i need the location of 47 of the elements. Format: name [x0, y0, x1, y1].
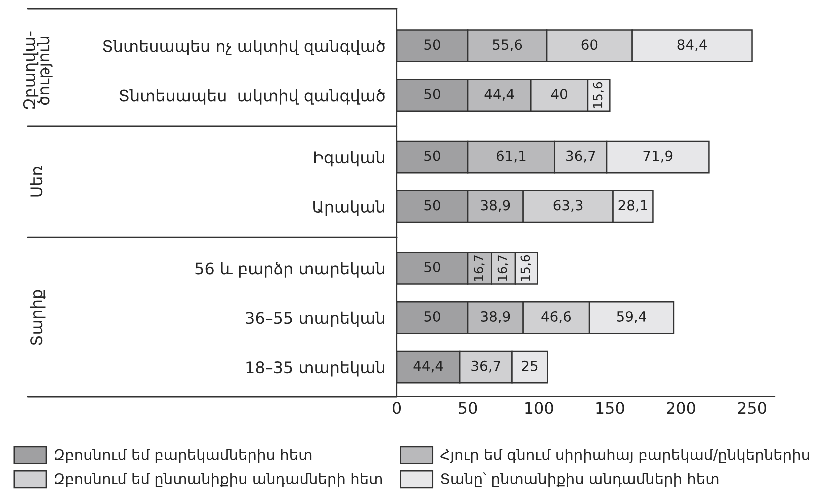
y-tick-label: 18–35 տարեկան: [246, 361, 384, 377]
text: Զբաղվա- ծություն: [23, 32, 53, 110]
x-tick-label: 0: [392, 402, 402, 414]
data-label: 50: [424, 150, 440, 162]
data-label: 59,4: [617, 311, 646, 324]
data-label: 50: [424, 200, 440, 211]
data-label: 50: [424, 262, 440, 273]
data-label: 38,9: [481, 311, 510, 324]
data-label: 36,7: [566, 150, 596, 163]
x-tick-label: 100: [526, 402, 554, 414]
data-label: 15,6: [593, 82, 604, 108]
data-label: 38,9: [481, 200, 510, 212]
x-tick-label: 200: [667, 402, 696, 414]
x-tick-label: 150: [596, 402, 624, 414]
data-label: 16,7: [498, 256, 509, 282]
y-tick-label: Տնտեսապես ոչ ակտիվ զանգված: [103, 40, 385, 56]
data-label: 55,6: [493, 40, 522, 52]
data-label: 36,7: [472, 360, 500, 373]
data-label: 44,4: [484, 89, 514, 101]
data-label: 25: [522, 360, 538, 372]
y-tick-label: Իգական: [314, 151, 384, 167]
data-label: 46,6: [542, 311, 572, 324]
data-label: 50: [424, 89, 440, 100]
data-label: 15,6: [520, 255, 532, 282]
data-label: 50: [424, 311, 440, 322]
y-tick-label: 36–55 տարեկան: [246, 312, 384, 328]
data-label: 60: [582, 40, 598, 50]
y-tick-label: 56 և բարձր տարեկան: [196, 262, 384, 278]
x-tick-label: 50: [459, 402, 478, 414]
x-tick-label: 250: [738, 402, 766, 414]
y-tick-label: Տնտեսապես ակտիվ զանգված: [120, 89, 385, 105]
y-tick-label: Արական: [314, 200, 384, 216]
data-label: 44,4: [414, 361, 444, 373]
text: Տարիք: [30, 290, 46, 346]
legend-label: Հյուր եմ գնում սիրիահայ բարեկամ/ընկերներիս: [440, 449, 810, 464]
data-label: 40: [551, 89, 568, 100]
legend-label: Զբոսնում եմ բարեկամներիս հետ: [55, 449, 312, 464]
data-label: 84,4: [678, 40, 707, 52]
data-label: 61,1: [496, 150, 526, 163]
data-label: 16,7: [474, 256, 485, 282]
data-label: 63,3: [554, 200, 583, 212]
text: Սեռ: [30, 166, 43, 197]
data-label: 50: [424, 40, 440, 50]
data-label: 71,9: [644, 150, 673, 163]
legend-label: Տանը՝ ընտանիքիս անդամների հետ: [441, 472, 719, 488]
legend-label: Զբոսնում եմ ընտանիքիս անդամների հետ: [55, 473, 382, 488]
data-label: 28,1: [618, 200, 648, 212]
